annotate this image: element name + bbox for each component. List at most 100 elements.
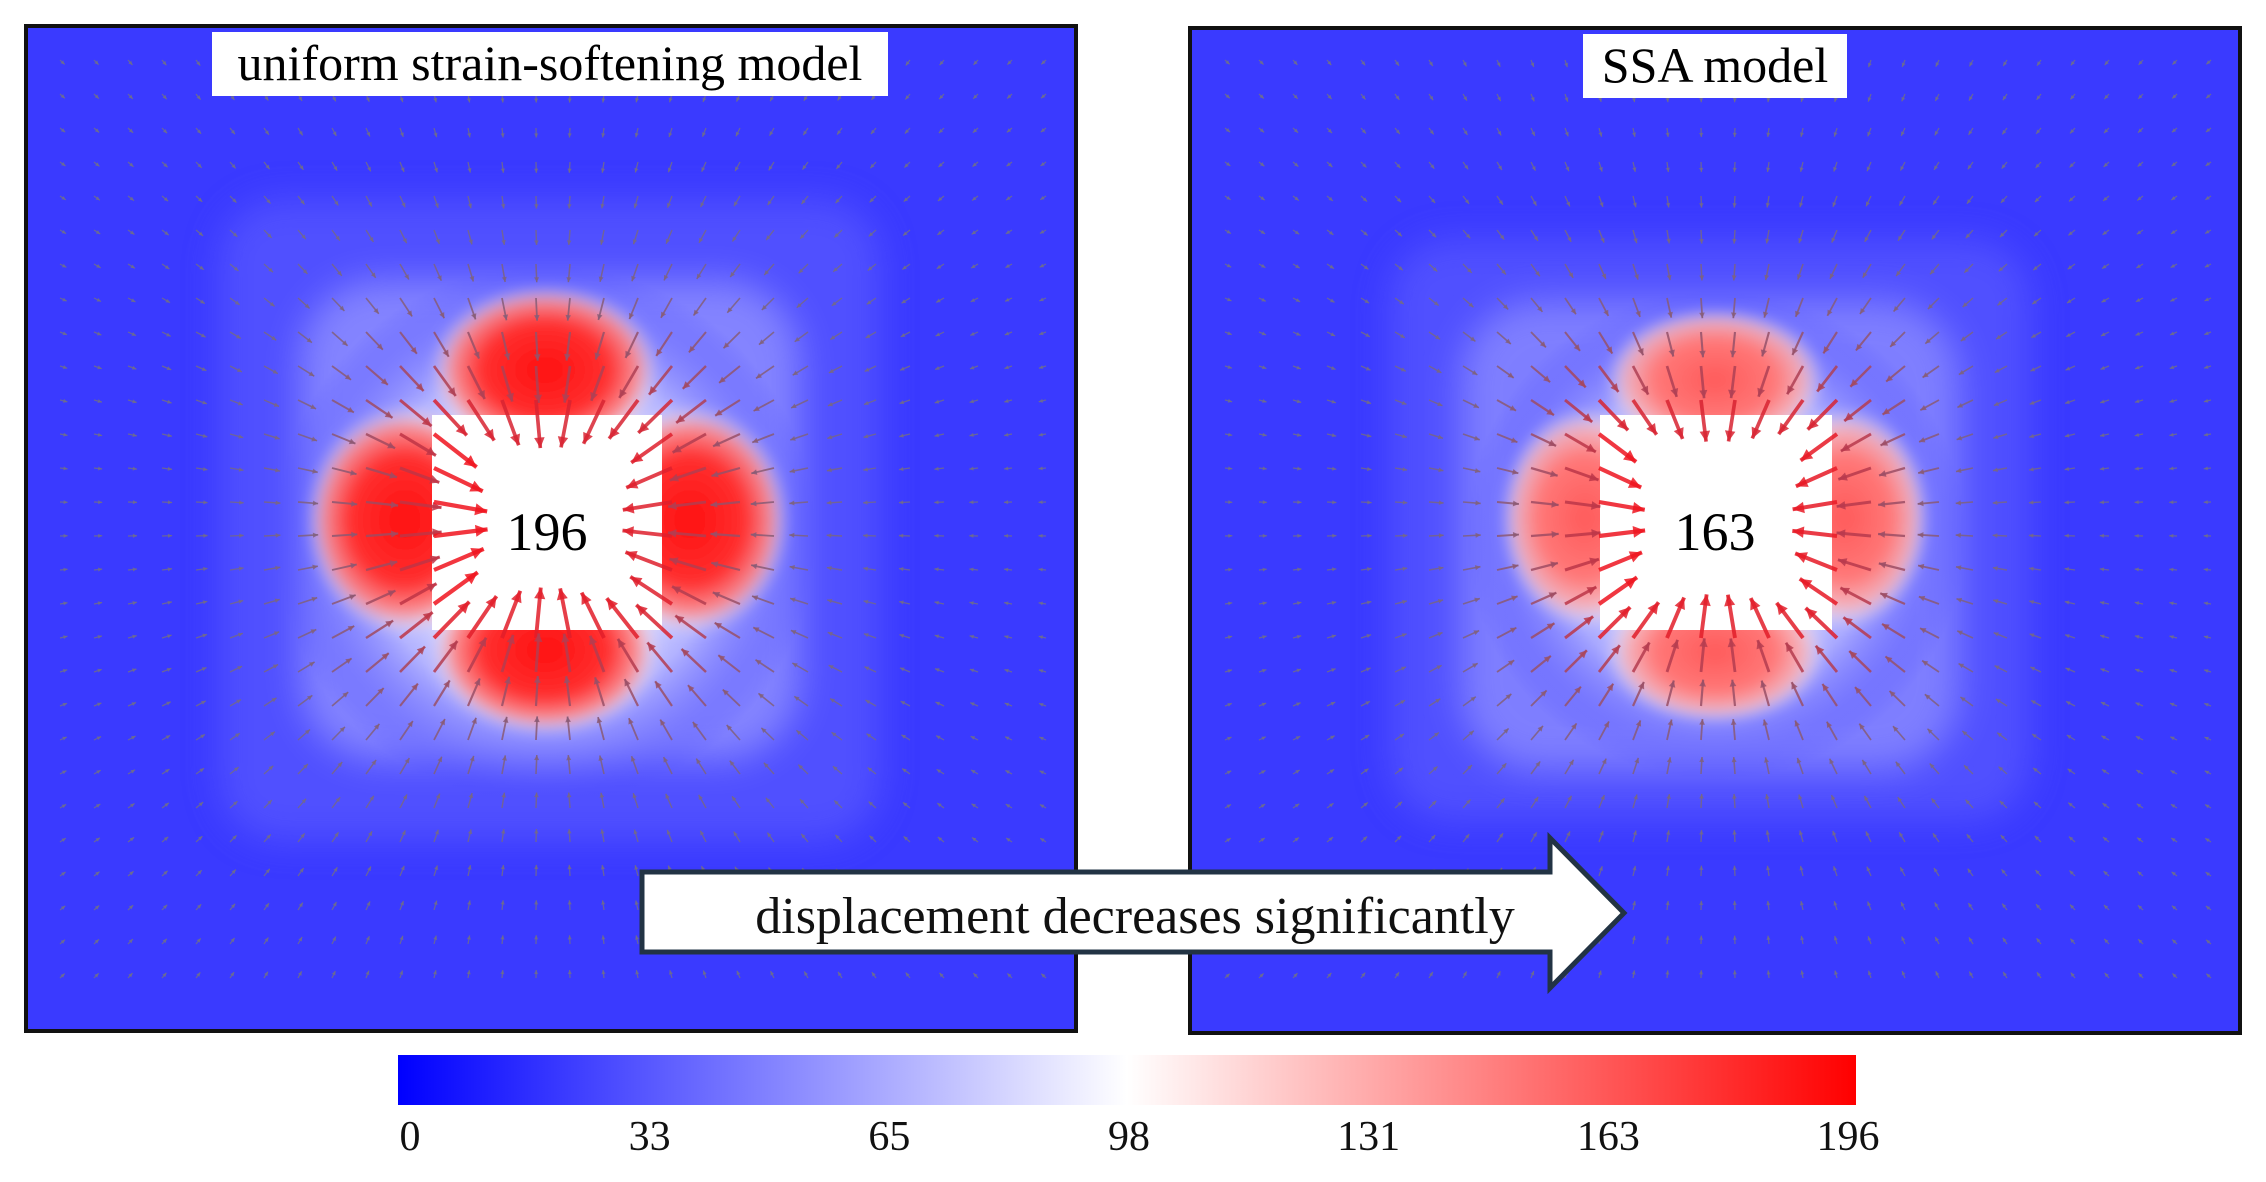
vector-arrow-head: [1751, 426, 1762, 439]
vector-arrow-head: [867, 266, 873, 271]
vector-arrow-head: [1934, 165, 1939, 170]
vector-arrow-head: [599, 239, 605, 245]
vector-arrow-head: [350, 469, 357, 476]
vector-arrow-head: [1540, 690, 1547, 697]
vector-arrow-head: [792, 370, 799, 376]
vector-arrow-head: [826, 533, 832, 538]
vector-arrow-head: [826, 467, 832, 473]
vector-arrow-head: [60, 905, 66, 910]
vector-arrow-head: [1005, 804, 1011, 808]
vector-arrow-head: [567, 98, 572, 103]
vector-arrow-head: [935, 332, 941, 337]
vector-arrow-head: [631, 275, 636, 282]
vector-arrow-head: [97, 399, 102, 404]
vector-arrow-head: [300, 833, 305, 839]
vector-arrow-head: [732, 236, 737, 242]
vector-arrow-head: [934, 634, 940, 639]
vector-arrow-head: [1497, 165, 1502, 171]
vector-arrow-head: [2001, 164, 2006, 169]
vector-arrow-head: [439, 312, 445, 319]
vector-arrow-head: [1505, 338, 1511, 345]
vector-arrow-head: [970, 298, 976, 302]
vector-arrow-head: [696, 273, 702, 279]
vector-arrow-head: [2138, 94, 2143, 99]
vector-arrow-head: [1732, 900, 1737, 906]
vector-arrow-head: [269, 301, 275, 307]
vector-arrow-head: [1465, 233, 1471, 239]
vector-arrow-head: [1296, 399, 1302, 404]
vector-arrow-head: [237, 666, 243, 671]
vector-arrow-head: [1397, 231, 1402, 237]
vector-arrow-head: [1583, 616, 1594, 626]
vector-arrow-head: [1640, 385, 1649, 395]
vector-arrow-head: [1294, 162, 1299, 167]
vector-arrow-head: [590, 391, 598, 401]
vector-arrow-head: [1262, 466, 1267, 471]
vector-arrow-head: [2034, 197, 2040, 203]
vector-arrow-head: [1631, 132, 1637, 137]
vector-arrow-head: [1623, 450, 1637, 462]
vector-arrow-head: [626, 478, 639, 489]
vector-arrow-head: [1431, 800, 1437, 806]
vector-arrow-head: [1901, 62, 1906, 67]
vector-arrow-head: [934, 433, 940, 438]
vector-arrow-head: [2066, 332, 2071, 337]
vector-arrow-head: [869, 835, 874, 840]
vector-arrow-head: [1396, 197, 1402, 203]
vector-arrow-head: [1507, 372, 1514, 378]
vector-arrow-head: [1836, 501, 1846, 510]
vector-arrow-head: [1465, 834, 1470, 839]
vector-arrow-head: [308, 661, 315, 667]
vector-arrow-head: [1918, 595, 1926, 602]
vector-arrow-head: [969, 500, 974, 505]
vector-arrow-head: [1332, 533, 1337, 538]
vector-arrow-head: [1731, 757, 1737, 763]
vector-arrow-head: [407, 720, 413, 728]
vector-arrow-head: [164, 802, 169, 807]
vector-arrow-head: [1766, 167, 1771, 173]
vector-arrow-head: [2029, 633, 2035, 638]
vector-arrow-head: [200, 734, 205, 739]
vector-arrow-head: [2034, 231, 2039, 237]
vector-arrow-head: [1997, 300, 2003, 306]
vector-arrow-head: [1331, 634, 1337, 639]
vector-arrow-head: [298, 130, 303, 136]
vector-arrow-head: [1535, 761, 1541, 767]
vector-arrow-head: [390, 530, 399, 538]
vector-arrow-head: [1699, 203, 1704, 208]
vector-arrow-head: [1038, 601, 1043, 606]
vector-arrow-head: [196, 904, 202, 909]
vector-arrow-head: [2171, 871, 2176, 876]
vector-arrow-head: [1598, 132, 1603, 137]
vector-arrow-head: [1537, 725, 1543, 732]
vector-arrow-head: [733, 831, 738, 837]
vector-arrow-head: [1501, 269, 1506, 275]
vector-arrow-head: [264, 937, 269, 942]
vector-arrow-head: [2205, 905, 2211, 911]
vector-arrow-head: [365, 970, 370, 976]
vector-arrow-head: [2170, 770, 2176, 775]
vector-arrow-head: [2205, 872, 2211, 877]
vector-arrow-head: [1633, 794, 1638, 800]
vector-arrow-head: [758, 339, 765, 345]
vector-arrow-head: [132, 433, 137, 438]
vector-arrow-head: [534, 755, 540, 761]
vector-arrow-head: [166, 332, 171, 337]
vector-arrow-head: [1470, 696, 1476, 702]
vector-arrow-head: [698, 794, 703, 800]
vector-arrow-head: [1511, 595, 1518, 602]
vector-arrow-head: [1327, 972, 1332, 978]
vector-arrow-head: [1395, 972, 1400, 977]
vector-arrow-head: [1226, 195, 1231, 200]
vector-arrow-head: [635, 98, 640, 103]
vector-arrow-head: [1632, 901, 1637, 906]
vector-arrow-head: [1699, 350, 1706, 358]
vector-arrow-head: [201, 700, 206, 705]
vector-arrow-head: [1294, 837, 1299, 842]
vector-arrow-head: [1566, 201, 1570, 207]
vector-arrow-head: [1833, 935, 1838, 941]
vector-arrow-head: [2169, 567, 2174, 572]
vector-arrow-head: [1799, 578, 1813, 590]
vector-arrow-head: [1228, 533, 1233, 538]
vector-arrow-head: [1632, 865, 1637, 871]
